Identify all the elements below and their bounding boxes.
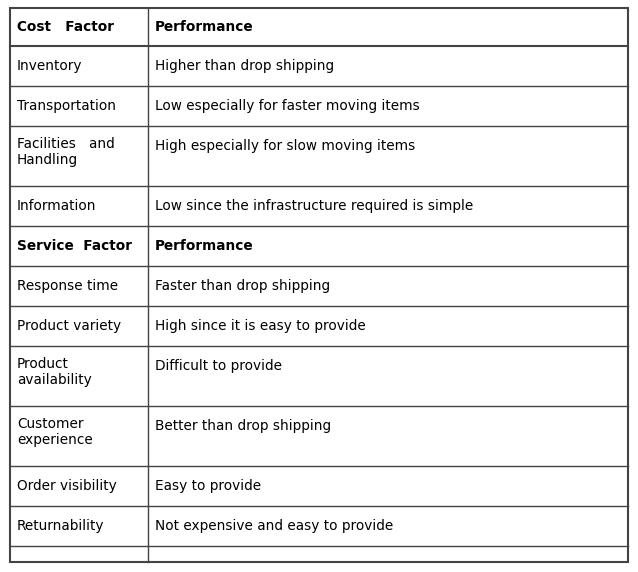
Text: Order visibility: Order visibility (17, 479, 117, 493)
Text: Inventory: Inventory (17, 59, 82, 73)
Text: Facilities   and: Facilities and (17, 137, 115, 151)
Text: Low especially for faster moving items: Low especially for faster moving items (155, 99, 420, 113)
Text: Higher than drop shipping: Higher than drop shipping (155, 59, 334, 73)
Text: Low since the infrastructure required is simple: Low since the infrastructure required is… (155, 199, 473, 213)
Text: Difficult to provide: Difficult to provide (155, 359, 282, 373)
Text: Returnability: Returnability (17, 519, 105, 533)
Text: Not expensive and easy to provide: Not expensive and easy to provide (155, 519, 393, 533)
Text: Response time: Response time (17, 279, 118, 293)
Text: Product: Product (17, 357, 69, 371)
Text: Easy to provide: Easy to provide (155, 479, 261, 493)
Text: Better than drop shipping: Better than drop shipping (155, 419, 331, 433)
Text: Product variety: Product variety (17, 319, 121, 333)
Text: Service  Factor: Service Factor (17, 239, 132, 253)
Text: Performance: Performance (155, 239, 254, 253)
Text: Handling: Handling (17, 153, 78, 167)
Text: High since it is easy to provide: High since it is easy to provide (155, 319, 366, 333)
Text: Performance: Performance (155, 20, 254, 34)
Text: availability: availability (17, 373, 92, 387)
Text: experience: experience (17, 433, 93, 447)
Text: Transportation: Transportation (17, 99, 116, 113)
Text: Information: Information (17, 199, 96, 213)
Text: High especially for slow moving items: High especially for slow moving items (155, 139, 415, 153)
Text: Cost   Factor: Cost Factor (17, 20, 114, 34)
Text: Customer: Customer (17, 417, 84, 431)
Text: Faster than drop shipping: Faster than drop shipping (155, 279, 330, 293)
